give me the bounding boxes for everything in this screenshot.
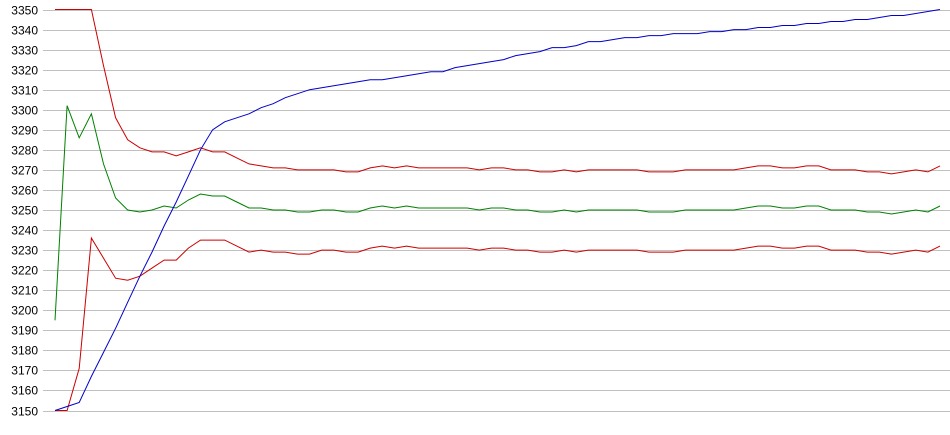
y-tick-label: 3230 [11, 244, 38, 258]
y-axis-ticks: 3350 3340 3330 3320 3310 3300 3290 3280 3270 3260… [11, 4, 38, 419]
y-tick-label: 3260 [11, 184, 38, 198]
y-tick-label: 3340 [11, 24, 38, 38]
series-line-blue [54, 9, 941, 411]
series-line-lower [55, 236, 941, 411]
y-tick-label: 3290 [11, 124, 38, 138]
y-tick-label: 3180 [11, 344, 38, 358]
y-tick-label: 3220 [11, 264, 38, 278]
y-tick-label: 3320 [11, 64, 38, 78]
y-tick-label: 3170 [11, 364, 38, 378]
y-tick-label: 3300 [11, 104, 38, 118]
y-tick-label: 3330 [11, 44, 38, 58]
y-tick-label: 3160 [11, 384, 38, 398]
series-line-upper [55, 9, 941, 175]
y-tick-label: 3270 [11, 164, 38, 178]
y-tick-label: 3190 [11, 324, 38, 338]
y-tick-label: 3310 [11, 84, 38, 98]
y-tick-label: 3200 [11, 304, 38, 318]
y-tick-label: 3150 [11, 405, 38, 419]
y-tick-label: 3350 [11, 4, 38, 18]
series-line-middle [54, 105, 941, 321]
y-tick-label: 3210 [11, 284, 38, 298]
series-lines [54, 9, 941, 411]
y-tick-label: 3240 [11, 224, 38, 238]
y-tick-label: 3280 [11, 144, 38, 158]
y-tick-label: 3250 [11, 204, 38, 218]
gridlines [43, 10, 950, 412]
